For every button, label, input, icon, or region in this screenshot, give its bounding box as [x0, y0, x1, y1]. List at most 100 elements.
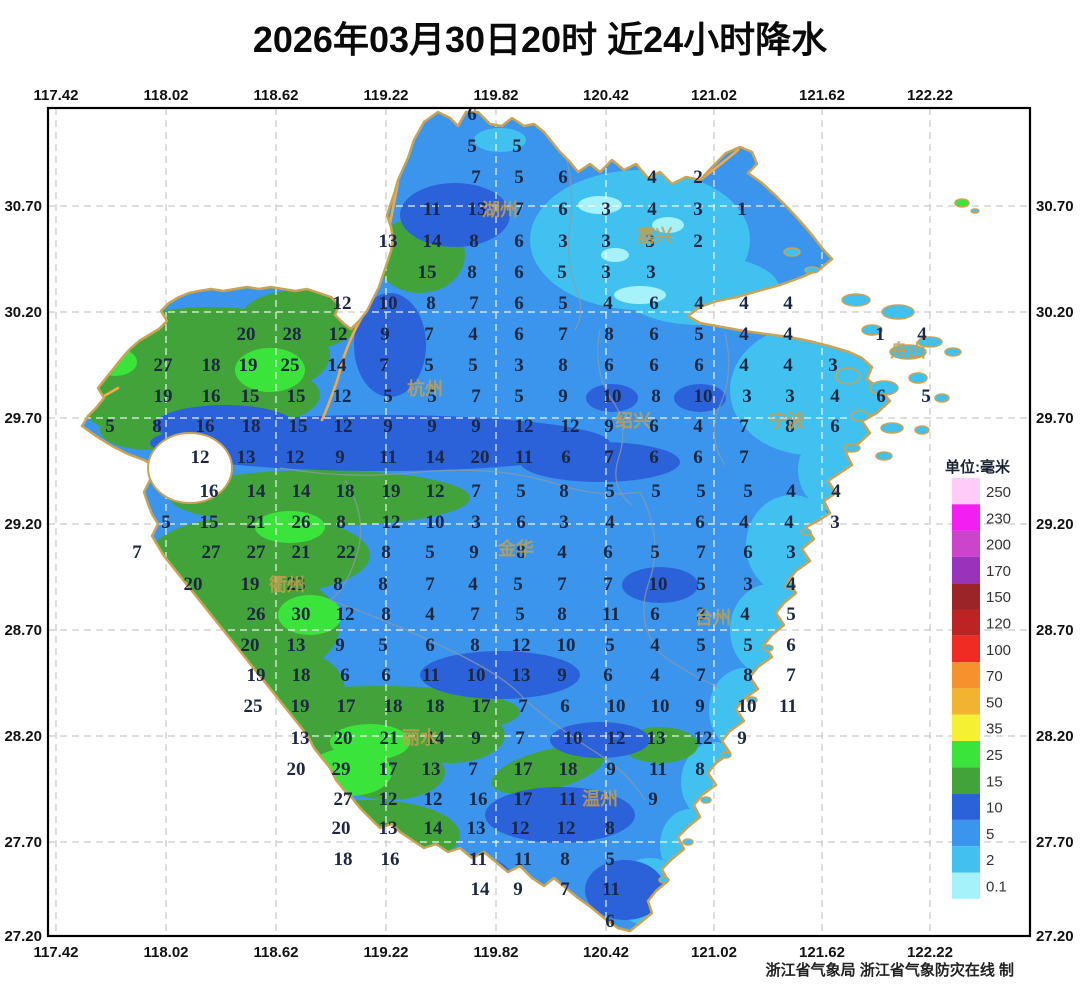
station-value: 13 [467, 818, 486, 839]
station-value: 5 [514, 167, 524, 188]
legend-swatch-50 [952, 688, 980, 715]
station-value: 7 [425, 574, 435, 595]
station-value: 7 [739, 447, 749, 468]
station-value: 6 [786, 635, 796, 656]
station-value: 7 [515, 728, 525, 749]
station-value: 9 [737, 728, 747, 749]
station-value: 7 [696, 665, 706, 686]
lat-tick-right: 28.20 [1036, 728, 1074, 745]
station-value: 5 [696, 574, 706, 595]
station-value: 8 [558, 355, 568, 376]
station-value: 5 [514, 386, 524, 407]
station-value: 18 [242, 416, 261, 437]
city-label-宁波: 宁波 [769, 410, 806, 431]
station-value: 13 [468, 199, 487, 220]
station-value: 5 [467, 136, 477, 157]
station-value: 20 [241, 635, 260, 656]
station-value: 12 [607, 728, 626, 749]
station-value: 5 [743, 481, 753, 502]
station-value: 4 [694, 293, 704, 314]
lon-tick-bottom: 119.82 [473, 944, 518, 961]
lat-tick-right: 30.70 [1036, 198, 1074, 215]
station-value: 12 [329, 324, 348, 345]
attribution-text: 浙江省气象局 浙江省气象防灾在线 制 [766, 961, 1014, 979]
lat-tick-left: 29.20 [4, 516, 42, 533]
lon-tick-bottom: 120.42 [583, 944, 629, 961]
station-value: 16 [469, 789, 488, 810]
station-value: 11 [514, 849, 532, 870]
station-value: 6 [467, 104, 477, 125]
station-value: 5 [105, 416, 115, 437]
station-value: 14 [423, 231, 443, 252]
station-value: 4 [557, 542, 567, 563]
station-value: 1 [737, 199, 747, 220]
station-value: 5 [557, 262, 567, 283]
station-value: 13 [379, 818, 398, 839]
station-value: 7 [786, 665, 796, 686]
city-label-湖州: 湖州 [482, 200, 518, 220]
city-label-衢州: 衢州 [269, 574, 305, 595]
station-value: 10 [649, 574, 668, 595]
station-value: 27 [154, 355, 174, 376]
legend-value-label: 50 [986, 694, 1003, 711]
station-value: 4 [605, 512, 615, 533]
station-value: 7 [514, 199, 524, 220]
station-value: 18 [334, 849, 353, 870]
station-value: 5 [383, 386, 393, 407]
station-value: 9 [557, 665, 567, 686]
station-value: 10 [694, 386, 713, 407]
station-value: 14 [292, 481, 312, 502]
station-value: 14 [328, 355, 348, 376]
station-value: 3 [830, 512, 840, 533]
lat-tick-left: 30.20 [4, 304, 42, 321]
station-value: 15 [241, 386, 260, 407]
station-value: 8 [336, 512, 346, 533]
station-value: 7 [469, 293, 479, 314]
station-value: 12 [515, 416, 534, 437]
station-value: 8 [426, 293, 436, 314]
station-value: 19 [241, 574, 260, 595]
station-value: 8 [333, 574, 343, 595]
station-value: 6 [649, 293, 659, 314]
station-value: 10 [557, 635, 576, 656]
city-label-舟山: 舟山 [890, 340, 926, 361]
station-value: 27 [247, 542, 267, 563]
station-value: 28 [283, 324, 302, 345]
axis-tick-labels: 117.42 117.42 118.02 118.02 118.62 118.62 119.… [4, 87, 1073, 961]
lon-tick-bottom: 121.02 [691, 944, 737, 961]
station-value: 6 [695, 512, 705, 533]
station-value: 6 [514, 293, 524, 314]
station-value: 18 [292, 665, 311, 686]
station-value: 6 [514, 324, 524, 345]
station-value: 14 [247, 481, 267, 502]
lat-tick-right: 27.20 [1036, 928, 1074, 945]
station-value: 7 [560, 879, 570, 900]
station-value: 7 [424, 324, 434, 345]
station-value: 5 [516, 481, 526, 502]
station-value: 5 [515, 604, 525, 625]
station-value: 27 [202, 542, 222, 563]
station-value: 15 [287, 386, 306, 407]
station-value: 18 [202, 355, 221, 376]
legend-value-label: 120 [986, 616, 1011, 633]
legend-swatch-35 [952, 714, 980, 741]
station-value: 10 [426, 512, 445, 533]
station-value: 12 [424, 789, 443, 810]
legend-swatch-5 [952, 819, 980, 847]
station-value: 4 [603, 293, 613, 314]
legend-swatch-150 [952, 583, 980, 610]
station-value: 10 [467, 665, 486, 686]
station-value: 18 [336, 481, 355, 502]
station-value: 27 [334, 789, 354, 810]
station-value: 4 [693, 416, 703, 437]
station-value: 20 [287, 759, 306, 780]
station-value: 18 [426, 696, 445, 717]
station-value: 15 [289, 416, 308, 437]
legend-swatch-15 [952, 767, 980, 794]
station-value: 14 [424, 818, 444, 839]
station-value: 6 [514, 262, 524, 283]
station-value: 8 [695, 759, 705, 780]
station-value: 4 [468, 324, 478, 345]
station-value: 3 [601, 262, 611, 283]
